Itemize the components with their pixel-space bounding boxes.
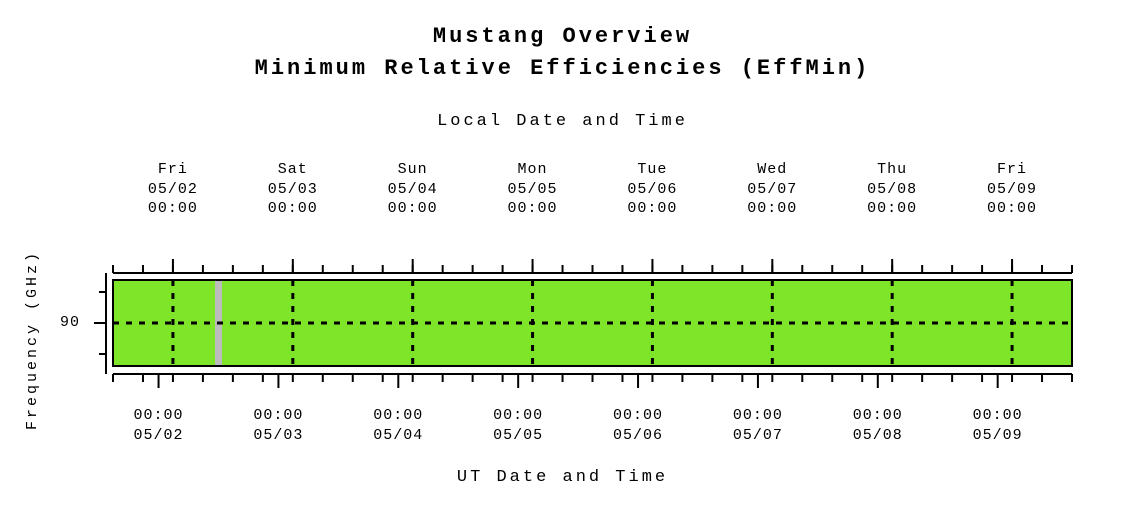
chart-container: Mustang Overview Minimum Relative Effici… [0, 0, 1125, 506]
chart-svg [0, 0, 1125, 506]
